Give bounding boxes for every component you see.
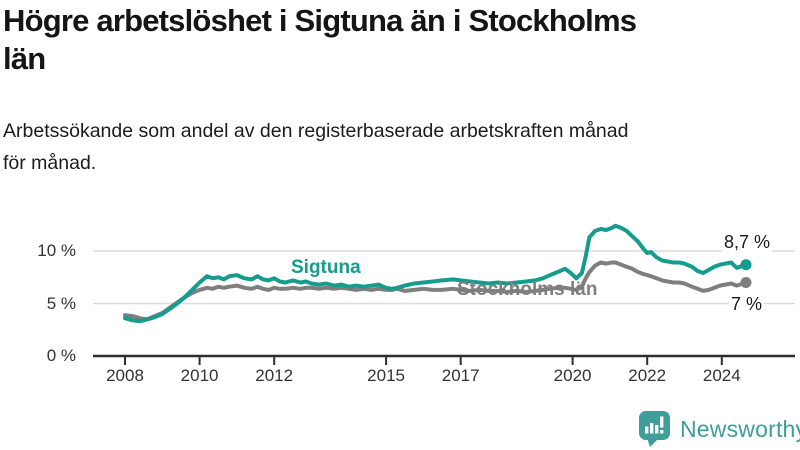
x-tick-label-2017: 2017	[441, 366, 480, 385]
newsworthy-wordmark: Newsworthy	[680, 415, 800, 442]
chart-subtitle-line-1: Arbetssökande som andel av den registerb…	[3, 120, 629, 142]
x-tick-label-2022: 2022	[628, 366, 667, 385]
plot-area	[93, 223, 795, 365]
y-tick-label-0: 0 %	[46, 346, 76, 365]
series-label-stockholms-lan: Stockholms län	[457, 279, 598, 300]
x-tick-label-2015: 2015	[367, 366, 405, 385]
series-end-dot-Sigtuna	[740, 259, 752, 271]
series-end-dot-Stockholms län	[740, 277, 752, 288]
x-tick-label-2008: 2008	[106, 366, 144, 385]
chart-subtitle-line-2: för månad.	[3, 152, 97, 174]
y-tick-label-10: 10 %	[37, 241, 76, 260]
line-chart: Sigtuna Stockholms län 8,7 % 7 % 2008 201…	[0, 198, 800, 403]
newsworthy-icon	[639, 411, 670, 447]
chart-subtitle: Arbetssökande som andel av den registerb…	[3, 115, 793, 179]
x-tick-label-2020: 2020	[553, 366, 592, 385]
newsworthy-logo: Newsworthy	[638, 409, 800, 449]
page-title-line-2: län	[3, 41, 46, 76]
x-tick-label-2024: 2024	[702, 366, 741, 385]
page-title-line-1: Högre arbetslöshet i Sigtuna än i Stockh…	[3, 3, 637, 38]
x-tick-label-2012: 2012	[255, 366, 294, 385]
series-line-Stockholms län	[123, 260, 748, 322]
x-tick-label-2010: 2010	[180, 366, 219, 385]
end-value-label-stockholms-lan: 7 %	[728, 294, 764, 314]
page-title: Högre arbetslöshet i Sigtuna än i Stockh…	[3, 2, 793, 78]
series-line-Sigtuna	[123, 223, 748, 324]
series-label-sigtuna: Sigtuna	[291, 257, 361, 278]
y-tick-label-5: 5 %	[46, 293, 76, 313]
end-value-label-sigtuna: 8,7 %	[721, 232, 772, 252]
